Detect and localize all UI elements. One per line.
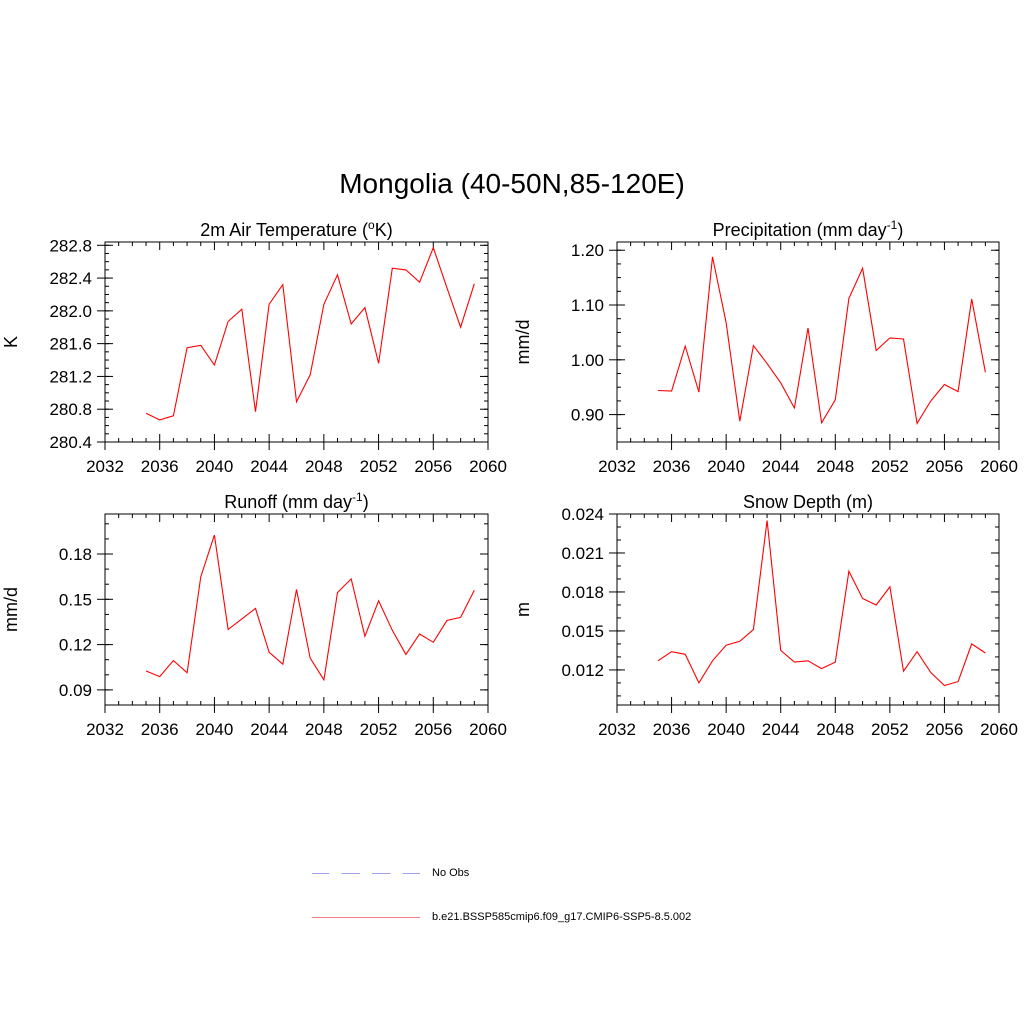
panel-1-ytick-label: 280.4 — [49, 433, 92, 452]
legend-swatch-solid — [312, 916, 420, 918]
panel-2-xtick-label: 2052 — [871, 457, 909, 476]
panel-1-title: 2m Air Temperature (oK) — [200, 218, 392, 240]
panel-1-ytick-label: 282.0 — [49, 302, 92, 321]
panel-2-series-line — [657, 256, 986, 425]
panel-3-xtick-label: 2044 — [250, 720, 288, 739]
panel-3-series-line — [145, 534, 475, 682]
panel-2-xtick-label: 2056 — [926, 457, 964, 476]
panel-1-xtick-label: 2032 — [86, 457, 124, 476]
panel-4-ytick-label: 0.018 — [561, 583, 604, 602]
panel-1-ytick-label: 280.8 — [49, 400, 92, 419]
panel-1-frame — [104, 241, 489, 443]
figure-title: Mongolia (40-50N,85-120E) — [339, 168, 685, 199]
panel-3-ytick-label: 0.15 — [59, 590, 92, 609]
panel-2-ytick-label: 1.00 — [571, 351, 604, 370]
panel-4-frame — [616, 513, 1000, 706]
panel-4-ylabel: m — [513, 602, 533, 617]
panel-4-xtick-label: 2048 — [816, 720, 854, 739]
panel-4-ytick-label: 0.012 — [561, 661, 604, 680]
legend-item-model-run: b.e21.BSSP585cmip6.f09_g17.CMIP6-SSP5-8.… — [312, 907, 691, 927]
panel-4-xtick-label: 2040 — [707, 720, 745, 739]
panel-2-xtick-label: 2048 — [816, 457, 854, 476]
panel-1-ytick-label: 281.2 — [49, 367, 92, 386]
panel-3-xtick-label: 2040 — [196, 720, 234, 739]
panel-2-ylabel: mm/d — [513, 320, 533, 365]
panel-1-ytick-label: 281.6 — [49, 335, 92, 354]
panel-4-ytick-label: 0.021 — [561, 544, 604, 563]
panel-3-xtick-label: 2060 — [469, 720, 507, 739]
panel-2-ytick-label: 1.20 — [571, 241, 604, 260]
panel-3-ytick-label: 0.12 — [59, 636, 92, 655]
panel-4-xtick-label: 2056 — [926, 720, 964, 739]
panel-2-ytick-label: 0.90 — [571, 406, 604, 425]
panel-1-ytick-label: 282.4 — [49, 269, 92, 288]
panel-3-ytick-label: 0.18 — [59, 545, 92, 564]
panel-3-ytick-label: 0.09 — [59, 681, 92, 700]
panel-2-title: Precipitation (mm day-1) — [713, 218, 904, 240]
panel-3-xtick-label: 2056 — [414, 720, 452, 739]
panel-2-xtick-label: 2036 — [653, 457, 691, 476]
panel-1-xtick-label: 2040 — [196, 457, 234, 476]
panel-4-ytick-label: 0.024 — [561, 505, 604, 524]
panel-3-ylabel: mm/d — [1, 587, 21, 632]
panel-1-xtick-label: 2048 — [305, 457, 343, 476]
panel-1-ytick-label: 282.8 — [49, 236, 92, 255]
panel-1-xtick-label: 2044 — [250, 457, 288, 476]
panel-4-xtick-label: 2052 — [871, 720, 909, 739]
panel-3-xtick-label: 2036 — [141, 720, 179, 739]
legend-item-no-obs: No Obs — [312, 863, 469, 883]
legend-swatch-dashed — [312, 872, 420, 874]
panel-1-series-line — [145, 246, 475, 421]
panel-4-xtick-label: 2032 — [598, 720, 636, 739]
panel-3-xtick-label: 2048 — [305, 720, 343, 739]
panel-2-xtick-label: 2060 — [980, 457, 1018, 476]
panel-4-xtick-label: 2044 — [762, 720, 800, 739]
panel-2-frame — [616, 241, 1000, 443]
panel-4-xtick-label: 2060 — [980, 720, 1018, 739]
panel-3-frame — [104, 513, 489, 706]
panel-4-ytick-label: 0.015 — [561, 622, 604, 641]
panel-1-ylabel: K — [1, 336, 21, 348]
legend-label-no-obs: No Obs — [432, 867, 470, 879]
panel-4-title: Snow Depth (m) — [743, 492, 873, 512]
panel-2-xtick-label: 2032 — [598, 457, 636, 476]
panel-1-xtick-label: 2052 — [360, 457, 398, 476]
panel-2-xtick-label: 2040 — [707, 457, 745, 476]
panel-1-xtick-label: 2060 — [469, 457, 507, 476]
panel-2-xtick-label: 2044 — [762, 457, 800, 476]
panel-3-title: Runoff (mm day-1) — [224, 490, 368, 512]
panel-2-ytick-label: 1.10 — [571, 296, 604, 315]
panel-4-series-line — [657, 520, 986, 687]
legend-label-model-run: b.e21.BSSP585cmip6.f09_g17.CMIP6-SSP5-8.… — [432, 911, 692, 923]
panel-4-xtick-label: 2036 — [653, 720, 691, 739]
panel-1-xtick-label: 2056 — [414, 457, 452, 476]
panel-1-xtick-label: 2036 — [141, 457, 179, 476]
panel-3-xtick-label: 2032 — [86, 720, 124, 739]
panel-3-xtick-label: 2052 — [360, 720, 398, 739]
